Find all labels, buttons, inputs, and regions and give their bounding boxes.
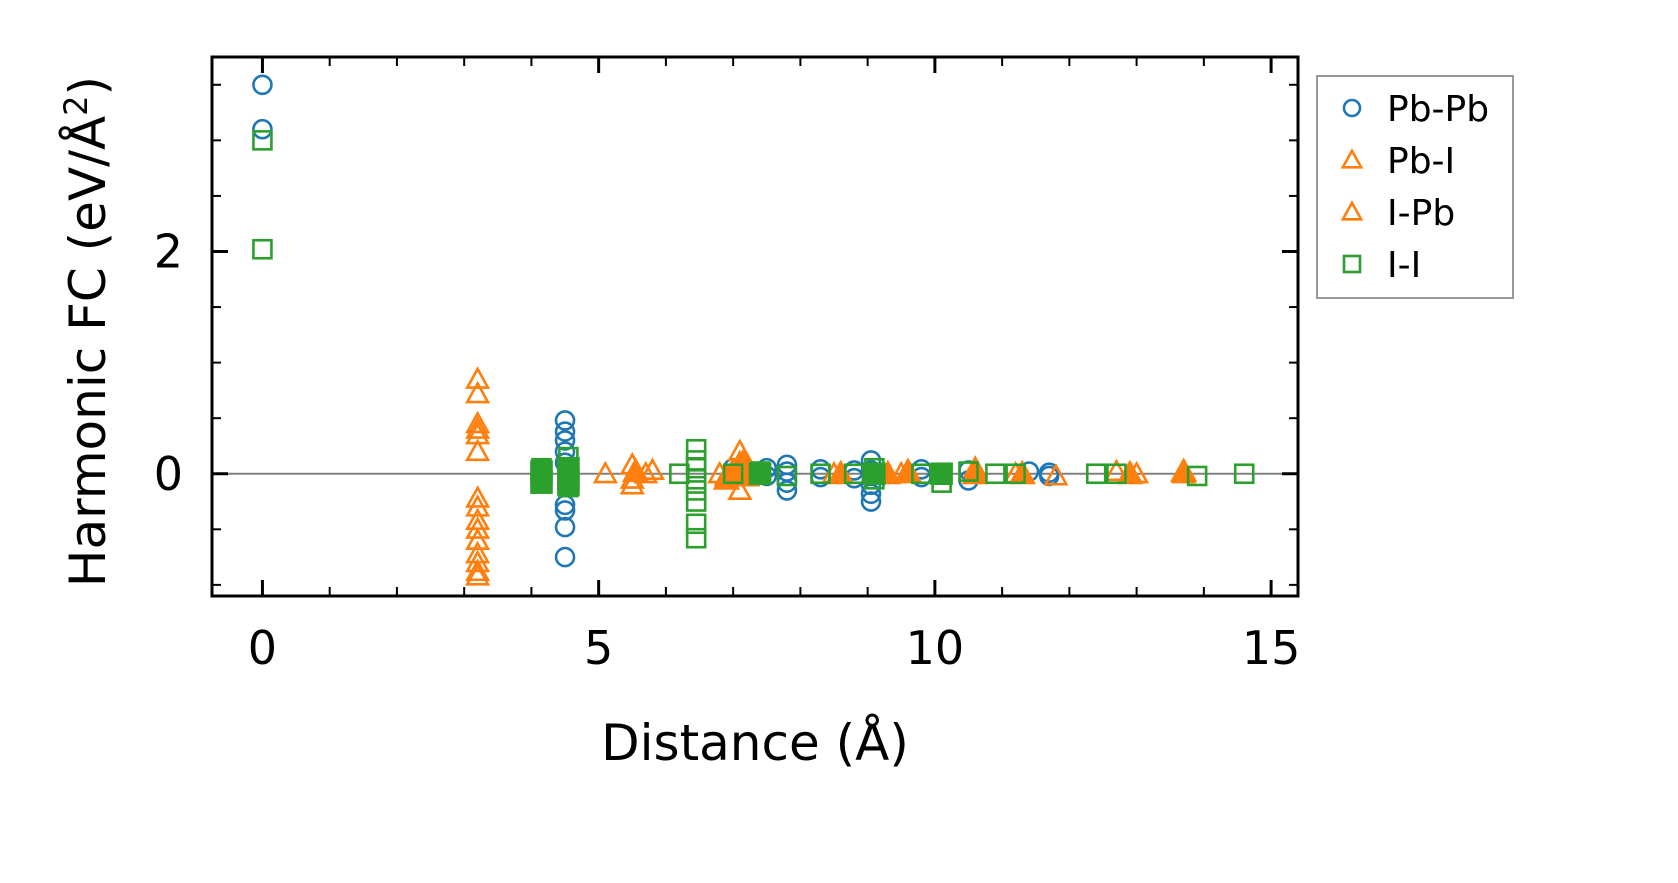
x-tick-label: 5	[584, 621, 613, 675]
legend-label: Pb-I	[1387, 141, 1455, 182]
plot-area	[210, 55, 1300, 598]
point-i-i	[685, 513, 707, 535]
point-i-i	[685, 480, 707, 501]
point-pb-i	[592, 460, 618, 484]
point-pb-pb	[860, 491, 882, 512]
x-tick-label: 15	[1242, 621, 1301, 675]
point-i-i	[958, 461, 979, 482]
point-pb-i	[465, 562, 491, 586]
point-i-pb	[621, 457, 650, 483]
point-pb-i	[619, 471, 645, 495]
point-pb-pb	[252, 74, 273, 96]
point-i-pb	[1169, 457, 1198, 483]
y-axis-label: Harmonic FC (eV/Å2)	[57, 76, 117, 587]
point-i-i-filled	[930, 462, 953, 486]
legend-label: I-Pb	[1387, 193, 1455, 234]
point-pb-i	[639, 457, 666, 480]
point-pb-i	[465, 527, 491, 551]
point-i-i	[685, 527, 707, 549]
point-i-i	[1106, 463, 1127, 485]
point-i-i	[252, 238, 273, 260]
point-i-pb	[1116, 459, 1144, 485]
point-pb-i	[465, 494, 491, 517]
point-i-i	[685, 439, 707, 460]
point-i-i	[685, 491, 707, 512]
legend-marker	[1340, 148, 1364, 169]
point-i-i	[985, 463, 1006, 485]
point-pb-pb	[554, 500, 576, 521]
point-i-i	[685, 469, 707, 490]
point-i-i-filled	[530, 471, 553, 494]
legend-marker	[1340, 200, 1364, 221]
point-pb-i	[465, 366, 491, 389]
point-pb-pb	[554, 421, 576, 442]
point-pb-pb	[554, 546, 576, 568]
point-pb-i	[1043, 462, 1069, 486]
point-pb-i	[465, 416, 491, 439]
point-pb-pb	[554, 516, 576, 538]
y-tick-label: 0	[154, 447, 183, 501]
point-pb-i	[465, 380, 491, 404]
point-i-i	[252, 130, 273, 151]
legend: Pb-Pb Pb-I I-Pb I-I	[1316, 75, 1514, 299]
point-i-i	[1005, 463, 1026, 485]
legend-box	[1316, 75, 1514, 299]
legend-marker	[1342, 254, 1362, 274]
y-axis-label-main: Harmonic FC (eV/Å	[59, 116, 117, 587]
x-axis-ticks: 0 5 10 15	[248, 57, 1301, 675]
x-tick-label: 0	[248, 621, 277, 675]
legend-marker	[1342, 98, 1362, 118]
point-pb-pb	[554, 410, 576, 431]
x-tick-label: 10	[906, 621, 965, 675]
point-i-i-filled	[557, 473, 580, 497]
x-axis-label: Distance (Å)	[601, 714, 909, 772]
data-points	[252, 74, 1255, 586]
y-axis-ticks: 02	[154, 224, 1298, 501]
point-pb-i	[1103, 458, 1129, 482]
axes-frame	[210, 55, 1300, 598]
legend-label: Pb-Pb	[1387, 89, 1489, 130]
minor-ticks	[212, 57, 1298, 596]
point-i-i	[722, 463, 744, 485]
point-i-i	[1085, 463, 1107, 485]
point-i-i	[810, 463, 831, 485]
y-axis-label-close: )	[59, 76, 117, 96]
point-i-i-filled	[748, 462, 772, 486]
point-i-i	[1186, 465, 1208, 487]
point-pb-pb	[252, 118, 273, 140]
y-axis-label-superscript: 2	[57, 95, 95, 115]
y-tick-label: 2	[154, 224, 183, 278]
point-pb-i	[465, 558, 491, 582]
point-i-pb	[827, 459, 855, 485]
point-i-i	[685, 457, 707, 479]
point-pb-i	[465, 516, 491, 539]
point-pb-i	[465, 485, 491, 508]
point-i-pb	[894, 457, 922, 483]
point-pb-pb	[776, 480, 798, 501]
point-pb-pb	[554, 430, 576, 451]
point-pb-i	[465, 410, 491, 434]
point-i-pb	[961, 459, 989, 485]
point-i-i-filled	[863, 462, 886, 486]
point-i-i	[776, 465, 798, 487]
point-pb-i	[465, 549, 491, 573]
point-i-i	[1233, 463, 1255, 485]
legend-label: I-I	[1387, 245, 1421, 286]
point-pb-i	[465, 438, 491, 462]
